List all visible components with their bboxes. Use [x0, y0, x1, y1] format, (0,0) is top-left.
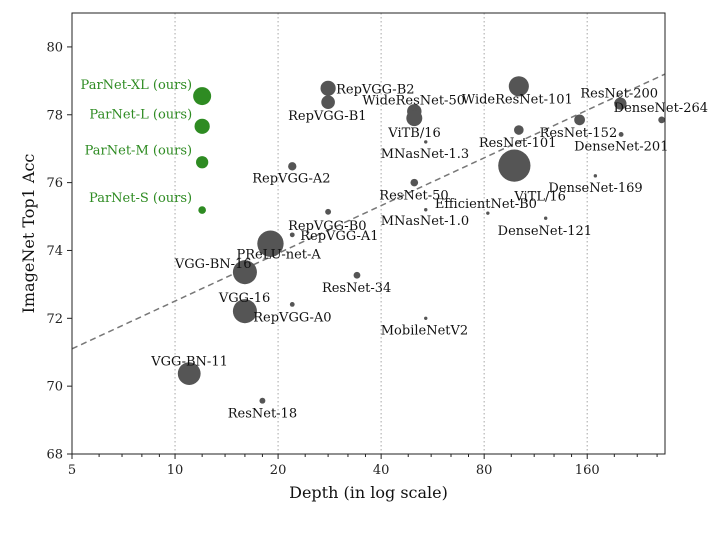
point-label: DenseNet-264 — [614, 101, 708, 116]
data-point — [424, 316, 428, 321]
point-label: DenseNet-169 — [548, 181, 642, 196]
point-label: ParNet-L (ours) — [89, 107, 192, 122]
point-label: VGG-BN-11 — [150, 355, 228, 370]
point-label: ResNet-101 — [479, 136, 557, 151]
data-point — [658, 116, 666, 124]
data-point — [424, 208, 428, 212]
x-axis-title: Depth (in log scale) — [289, 483, 448, 502]
point-label: ResNet-34 — [322, 281, 391, 296]
x-tick-label: 80 — [476, 463, 493, 478]
data-point — [508, 76, 529, 97]
point-label: ParNet-M (ours) — [85, 143, 193, 158]
point-label: RepVGG-B0 — [288, 219, 366, 234]
data-point — [618, 132, 624, 137]
x-axis-ticks: 5 10 20 40 80 160 — [68, 454, 658, 478]
data-point — [543, 216, 548, 220]
y-tick-label: 68 — [46, 448, 63, 463]
point-label: ViTB/16 — [387, 126, 440, 141]
data-point — [320, 80, 336, 96]
data-point — [289, 301, 295, 307]
data-point — [289, 232, 295, 238]
point-label: ParNet-S (ours) — [89, 191, 192, 206]
point-label: RepVGG-A2 — [252, 171, 330, 186]
y-axis-title: ImageNet Top1 Acc — [19, 154, 38, 314]
x-tick-label: 20 — [270, 463, 287, 478]
x-tick-label: 5 — [68, 463, 76, 478]
point-label: ResNet-200 — [580, 87, 658, 102]
data-point — [288, 162, 297, 171]
y-tick-label: 70 — [46, 380, 63, 395]
data-point — [406, 110, 423, 127]
point-label: RepVGG-B2 — [336, 82, 414, 97]
point-label: RepVGG-B1 — [288, 109, 366, 124]
data-point — [193, 87, 212, 106]
data-point — [574, 114, 585, 126]
point-label: WideResNet-101 — [462, 92, 573, 107]
point-label: DenseNet-121 — [498, 224, 592, 239]
data-point — [514, 125, 524, 135]
data-point — [196, 156, 209, 169]
data-point — [259, 397, 266, 404]
point-label: ResNet-50 — [379, 189, 448, 204]
data-point — [424, 140, 428, 144]
data-point — [257, 230, 284, 257]
y-tick-label: 74 — [46, 244, 63, 259]
point-label: VGG-16 — [218, 291, 270, 306]
x-tick-label: 160 — [575, 463, 600, 478]
point-label: MobileNetV2 — [381, 323, 468, 338]
y-axis-ticks: 68 70 72 74 76 78 80 — [46, 40, 72, 463]
point-label: ViTL/16 — [513, 190, 566, 205]
data-point — [325, 208, 332, 215]
y-tick-label: 76 — [46, 176, 63, 191]
point-labels: ParNet-XL (ours) ParNet-L (ours) ParNet-M … — [81, 78, 708, 422]
data-point — [321, 95, 335, 110]
y-tick-label: 80 — [46, 40, 63, 55]
point-label: ResNet-18 — [228, 407, 297, 422]
point-label: WideResNet-50 — [362, 93, 465, 108]
data-point — [194, 118, 210, 134]
point-label: MNasNet-1.0 — [381, 214, 469, 229]
plot-frame — [71, 12, 666, 455]
y-tick-label: 78 — [46, 108, 63, 123]
data-point — [410, 178, 419, 187]
data-point — [498, 149, 531, 182]
data-point — [486, 211, 490, 215]
data-point — [177, 362, 201, 386]
point-label: RepVGG-A0 — [253, 310, 331, 325]
point-label: ResNet-152 — [540, 126, 618, 141]
data-point — [593, 174, 598, 178]
data-point — [614, 97, 627, 110]
trendline — [71, 73, 666, 350]
data-points — [177, 76, 666, 404]
point-label: RepVGG-A1 — [300, 229, 378, 244]
data-point — [198, 206, 206, 214]
x-tick-label: 10 — [167, 463, 184, 478]
point-label: EfficientNet-B0 — [435, 197, 537, 212]
point-label: DenseNet-201 — [574, 139, 668, 154]
y-tick-label: 72 — [46, 312, 63, 327]
point-label: ParNet-XL (ours) — [81, 78, 193, 93]
point-label: VGG-BN-16 — [174, 257, 252, 272]
data-point — [232, 299, 257, 324]
point-label: PReLU-net-A — [236, 248, 321, 263]
point-label: MNasNet-1.3 — [381, 147, 469, 162]
data-point — [353, 271, 361, 279]
data-point — [232, 260, 257, 285]
x-tick-label: 40 — [373, 463, 390, 478]
